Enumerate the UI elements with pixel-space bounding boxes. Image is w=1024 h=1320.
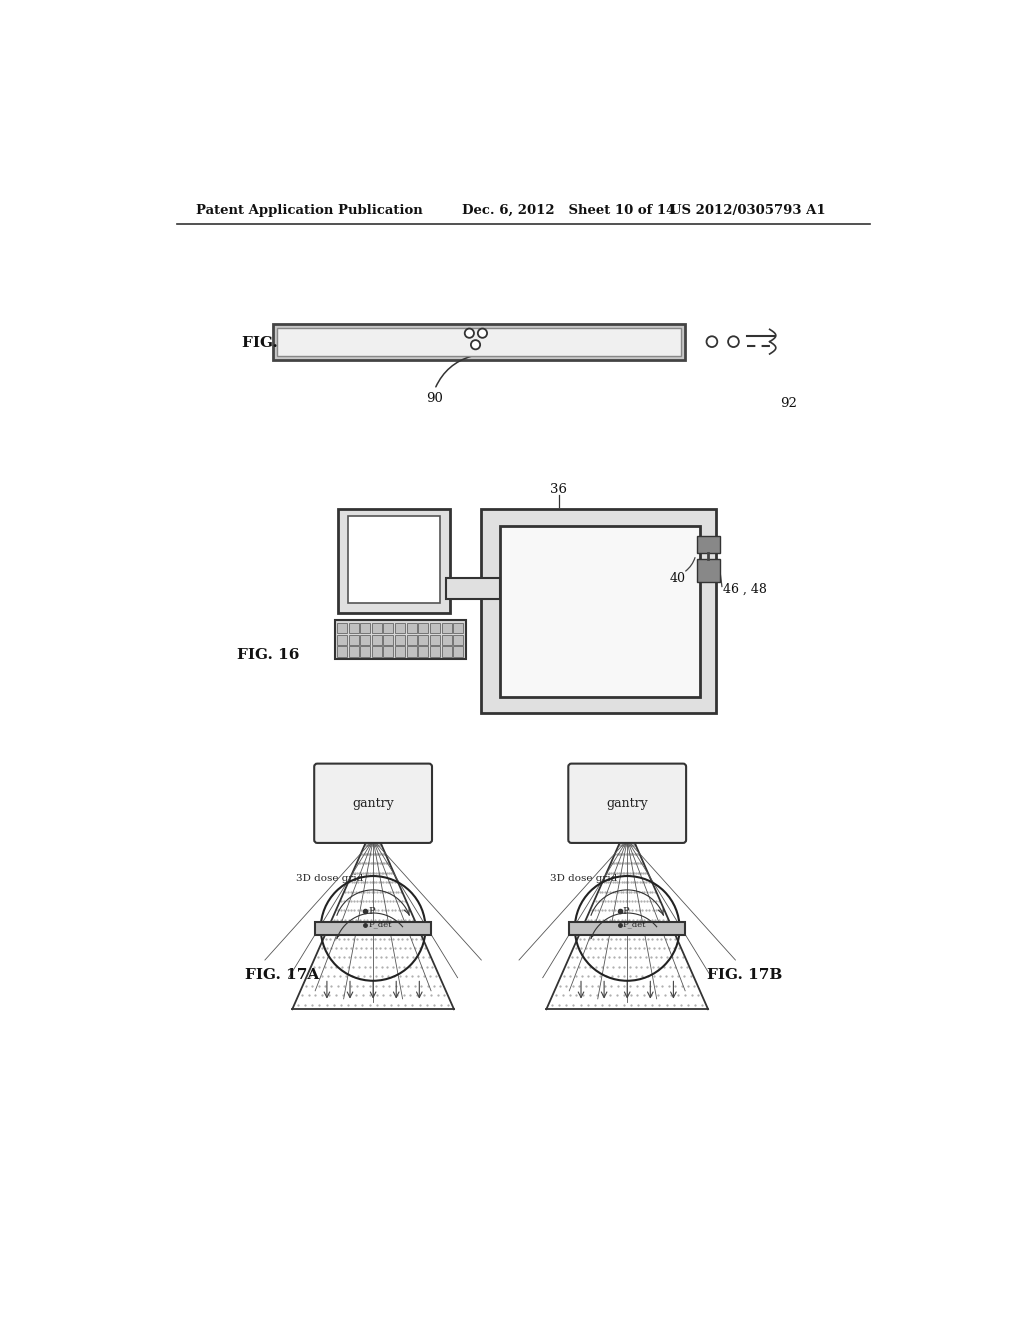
Text: 92: 92 xyxy=(780,397,798,409)
FancyBboxPatch shape xyxy=(568,763,686,843)
Bar xyxy=(418,647,428,656)
Text: 46 , 48: 46 , 48 xyxy=(724,583,767,597)
Bar xyxy=(481,508,716,713)
Bar xyxy=(430,623,440,634)
Bar xyxy=(441,647,452,656)
Bar xyxy=(348,647,358,656)
Text: US 2012/0305793 A1: US 2012/0305793 A1 xyxy=(670,205,825,218)
Bar xyxy=(500,527,700,697)
Bar xyxy=(453,635,463,644)
Bar xyxy=(453,623,463,634)
Bar xyxy=(407,647,417,656)
Bar xyxy=(335,620,466,659)
Text: 3D dose grid: 3D dose grid xyxy=(296,874,364,883)
Bar xyxy=(453,647,463,656)
Bar xyxy=(348,635,358,644)
Bar xyxy=(360,635,371,644)
Bar xyxy=(337,623,347,634)
Text: Patent Application Publication: Patent Application Publication xyxy=(196,205,423,218)
Bar xyxy=(372,623,382,634)
Bar xyxy=(430,635,440,644)
Text: FIG. 15: FIG. 15 xyxy=(243,337,304,350)
Circle shape xyxy=(478,329,487,338)
Text: P: P xyxy=(623,907,629,916)
Bar xyxy=(372,635,382,644)
Bar xyxy=(315,923,431,935)
Bar xyxy=(348,623,358,634)
Bar xyxy=(418,623,428,634)
Bar xyxy=(446,578,500,599)
Bar xyxy=(569,923,685,935)
Bar xyxy=(337,635,347,644)
Text: 3D dose grid: 3D dose grid xyxy=(550,874,617,883)
Bar xyxy=(273,323,685,360)
Bar xyxy=(441,635,452,644)
Text: 90: 90 xyxy=(426,392,443,405)
Bar xyxy=(383,623,393,634)
FancyBboxPatch shape xyxy=(314,763,432,843)
Bar xyxy=(337,647,347,656)
Circle shape xyxy=(707,337,717,347)
Bar xyxy=(360,647,371,656)
Bar xyxy=(383,647,393,656)
Bar xyxy=(441,623,452,634)
Bar xyxy=(348,516,440,603)
Text: P: P xyxy=(369,907,375,916)
Bar xyxy=(339,508,451,612)
Text: gantry: gantry xyxy=(606,797,648,809)
Bar xyxy=(696,536,720,553)
Bar xyxy=(395,623,406,634)
Text: P_det: P_det xyxy=(369,920,392,928)
Text: P_det: P_det xyxy=(623,920,646,928)
Bar xyxy=(696,558,720,582)
Text: Dec. 6, 2012   Sheet 10 of 14: Dec. 6, 2012 Sheet 10 of 14 xyxy=(462,205,675,218)
Bar xyxy=(418,635,428,644)
Circle shape xyxy=(471,341,480,350)
Text: FIG. 17A: FIG. 17A xyxy=(245,968,318,982)
Text: FIG. 16: FIG. 16 xyxy=(237,648,299,663)
Bar xyxy=(360,623,371,634)
Bar xyxy=(430,647,440,656)
Bar xyxy=(276,327,681,356)
Text: FIG. 17B: FIG. 17B xyxy=(707,968,782,982)
Text: gantry: gantry xyxy=(352,797,394,809)
Bar xyxy=(395,647,406,656)
Circle shape xyxy=(728,337,739,347)
Bar xyxy=(407,635,417,644)
Bar xyxy=(395,635,406,644)
Bar xyxy=(407,623,417,634)
Text: 40: 40 xyxy=(670,572,685,585)
Bar xyxy=(383,635,393,644)
Bar xyxy=(372,647,382,656)
Text: 36: 36 xyxy=(550,483,567,496)
Circle shape xyxy=(465,329,474,338)
